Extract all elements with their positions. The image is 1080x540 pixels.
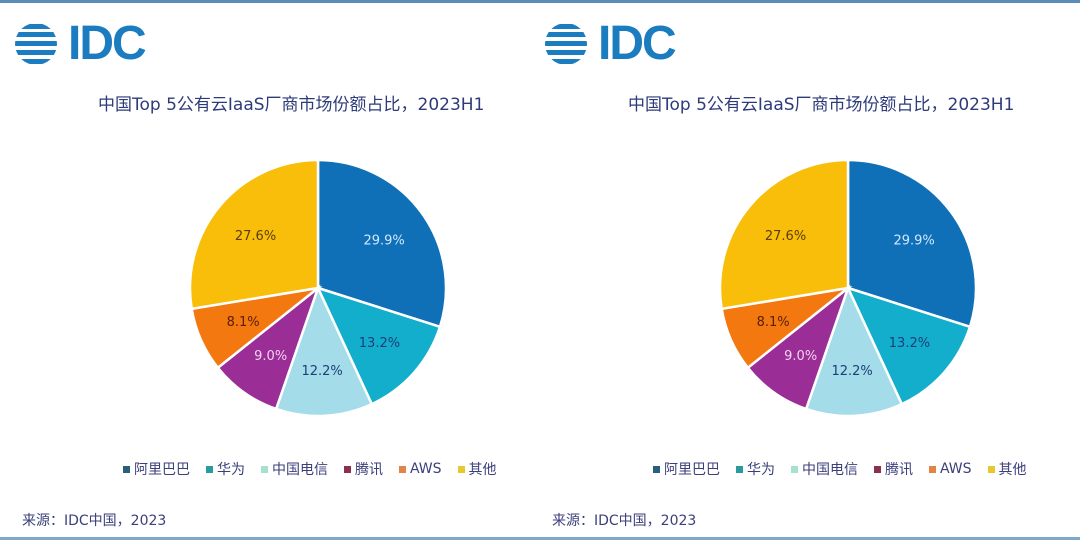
chart-legend: 阿里巴巴 华为 中国电信 腾讯 AWS 其他 <box>653 459 1027 479</box>
legend-item: AWS <box>929 459 972 479</box>
legend-label: AWS <box>410 461 442 477</box>
legend-swatch <box>123 465 130 473</box>
pie-chart: 29.9% 13.2% 12.2% 9.0% 8.1% 27.6% <box>188 158 448 418</box>
chart-title: 中国Top 5公有云IaaS厂商市场份额占比，2023H1 <box>628 95 1015 115</box>
legend-item: 阿里巴巴 <box>653 459 720 479</box>
slice-data-label: 29.9% <box>363 234 404 249</box>
legend-label: 腾讯 <box>355 462 383 478</box>
legend-swatch <box>736 465 743 473</box>
slice-data-label: 27.6% <box>765 229 806 244</box>
pie-slice-5 <box>718 158 850 311</box>
legend-label: 其他 <box>468 462 497 478</box>
bottom-border <box>0 537 1080 540</box>
globe-stripes-icon <box>545 24 587 64</box>
legend-item: 阿里巴巴 <box>123 459 190 479</box>
legend-swatch <box>874 465 881 473</box>
logo-text: IDC <box>68 17 147 70</box>
legend-swatch <box>344 465 351 473</box>
idc-logo: IDC <box>14 17 147 70</box>
chart-panel-left: IDC 中国Top 5公有云IaaS厂商市场份额占比，2023H1 29.9% 1… <box>14 17 497 529</box>
legend-swatch <box>987 465 995 473</box>
legend-item: 其他 <box>987 459 1027 479</box>
pie-slice-0 <box>846 158 978 329</box>
legend-item: 华为 <box>736 459 775 479</box>
legend-item: 华为 <box>206 459 245 479</box>
pie-slice-2 <box>804 284 904 418</box>
legend-swatch <box>261 465 268 473</box>
chart-panel-right: IDC 中国Top 5公有云IaaS厂商市场份额占比，2023H1 29.9% 1… <box>530 0 1070 540</box>
slice-data-label: 9.0% <box>784 349 817 364</box>
legend-item: AWS <box>399 459 442 479</box>
slice-data-label: 29.9% <box>893 234 934 249</box>
legend-label: 其他 <box>998 462 1027 478</box>
globe-stripes-icon <box>15 24 57 64</box>
pie-slice-2 <box>274 284 374 418</box>
slice-data-label: 12.2% <box>301 364 342 379</box>
legend-label: 华为 <box>747 462 775 478</box>
top-border <box>0 0 1080 3</box>
legend-label: 阿里巴巴 <box>664 462 720 478</box>
legend-swatch <box>929 465 936 473</box>
legend-swatch <box>399 465 406 473</box>
legend-label: 华为 <box>217 462 245 478</box>
legend-label: 腾讯 <box>885 462 913 478</box>
slice-data-label: 13.2% <box>359 336 400 351</box>
legend-swatch <box>457 465 465 473</box>
source-note: 来源：IDC中国，2023 <box>552 513 697 529</box>
idc-logo: IDC <box>544 17 677 70</box>
legend-item: 腾讯 <box>874 459 913 479</box>
chart-legend: 阿里巴巴 华为 中国电信 腾讯 AWS 其他 <box>123 459 497 479</box>
pie-slice-5 <box>188 158 320 311</box>
slice-data-label: 13.2% <box>889 336 930 351</box>
slice-data-label: 9.0% <box>254 349 287 364</box>
slice-data-label: 27.6% <box>235 229 276 244</box>
legend-label: 中国电信 <box>272 462 328 478</box>
pie-slice-0 <box>316 158 448 329</box>
legend-swatch <box>206 465 213 473</box>
legend-label: 阿里巴巴 <box>134 462 190 478</box>
slice-data-label: 12.2% <box>831 364 872 379</box>
chart-title: 中国Top 5公有云IaaS厂商市场份额占比，2023H1 <box>98 95 485 115</box>
legend-swatch <box>791 465 798 473</box>
legend-item: 腾讯 <box>344 459 383 479</box>
pie-slice-1 <box>315 285 442 406</box>
logo-text: IDC <box>598 17 677 70</box>
pie-slice-1 <box>845 285 972 406</box>
legend-item: 其他 <box>457 459 497 479</box>
source-note: 来源：IDC中国，2023 <box>22 513 167 529</box>
legend-item: 中国电信 <box>261 459 328 479</box>
legend-swatch <box>653 465 660 473</box>
legend-label: 中国电信 <box>802 462 858 478</box>
legend-item: 中国电信 <box>791 459 858 479</box>
slice-data-label: 8.1% <box>757 315 790 330</box>
legend-label: AWS <box>940 461 972 477</box>
pie-chart: 29.9% 13.2% 12.2% 9.0% 8.1% 27.6% <box>718 158 978 418</box>
slice-data-label: 8.1% <box>227 315 260 330</box>
